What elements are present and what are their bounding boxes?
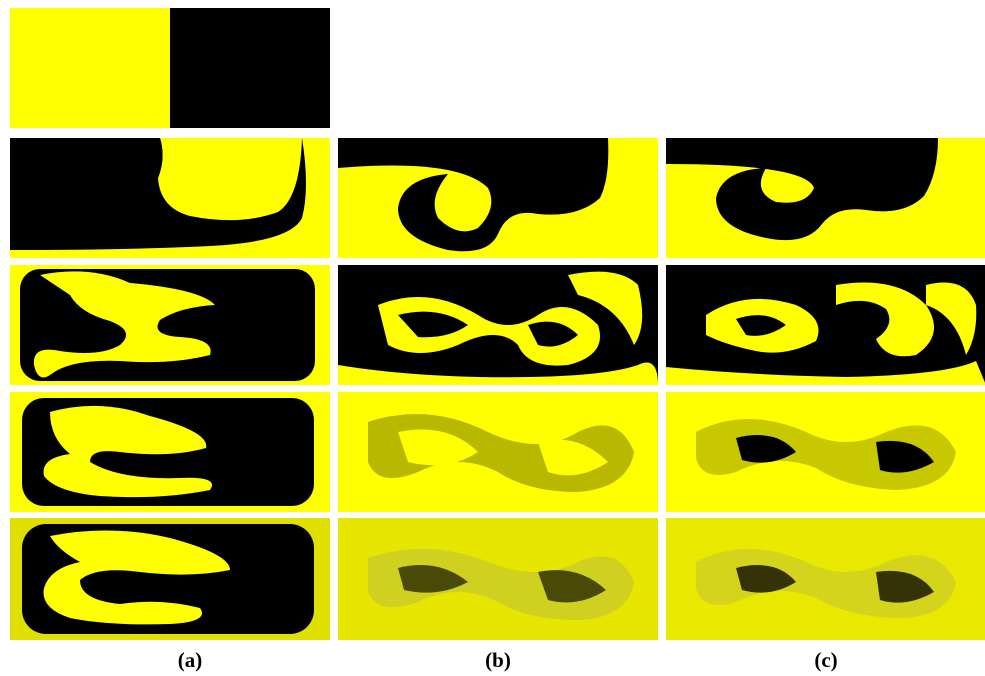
panel-c-row5	[666, 518, 985, 640]
panel-b-row2	[338, 138, 658, 258]
panel-b-row4	[338, 392, 658, 512]
panel-a-row5	[10, 518, 330, 640]
panel-a-row2	[10, 138, 330, 258]
panel-c-row4	[666, 392, 985, 512]
caption-c: (c)	[814, 648, 838, 672]
panel-c-row2	[666, 138, 985, 258]
caption-b: (b)	[485, 648, 511, 672]
panel-c-row3	[666, 265, 985, 385]
panel-a-row4	[10, 392, 330, 512]
panel-b-row3	[338, 265, 658, 385]
panel-a-row3	[10, 265, 330, 385]
panel-b-row5	[338, 518, 658, 640]
panel-a-row1	[10, 8, 330, 128]
caption-a: (a)	[177, 648, 203, 672]
